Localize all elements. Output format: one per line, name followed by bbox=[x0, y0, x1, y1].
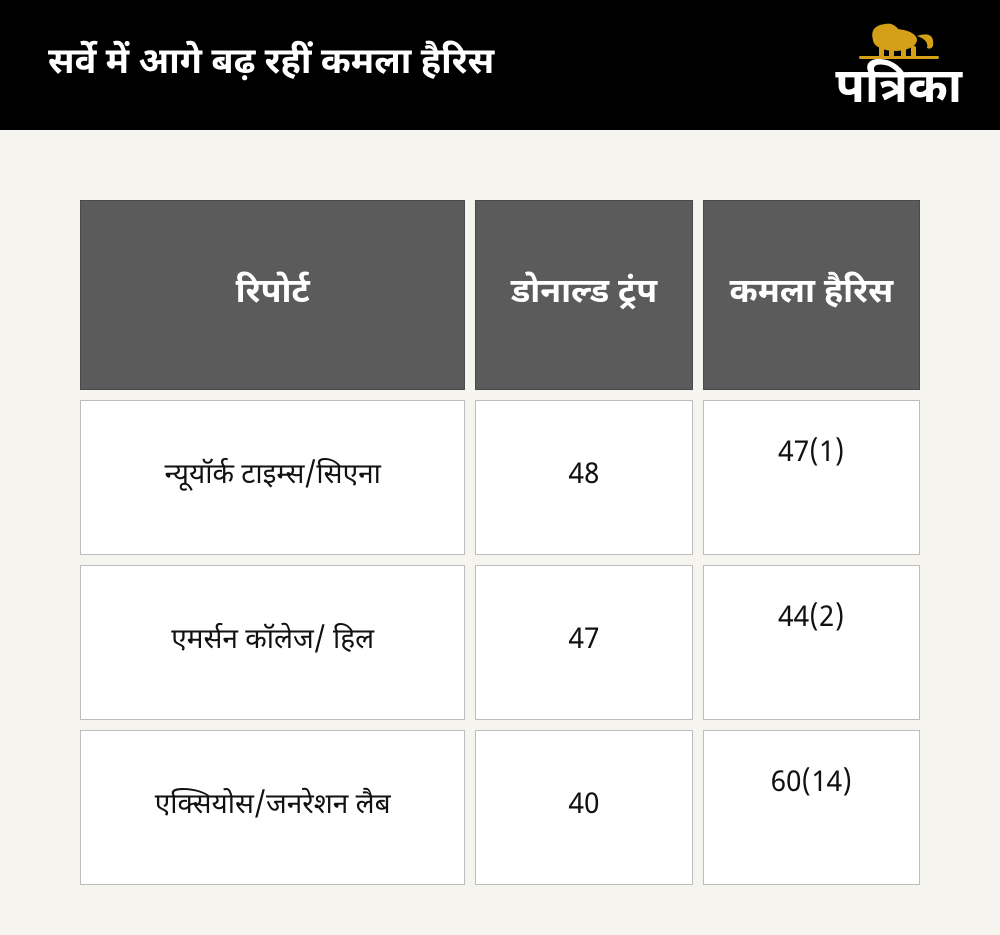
content-area: रिपोर्ट डोनाल्ड ट्रंप कमला हैरिस न्यूयॉर… bbox=[0, 130, 1000, 935]
publisher-logo: पत्रिका bbox=[835, 16, 962, 115]
cell-report: न्यूयॉर्क टाइम्स/सिएना bbox=[80, 400, 465, 555]
table-row: एक्सियोस/जनरेशन लैब 40 60(14) bbox=[80, 730, 920, 885]
cell-trump: 40 bbox=[475, 730, 692, 885]
headline: सर्वे में आगे बढ़ रहीं कमला हैरिस bbox=[48, 42, 494, 89]
col-header-trump: डोनाल्ड ट्रंप bbox=[475, 200, 692, 390]
table-row: एमर्सन कॉलेज/ हिल 47 44(2) bbox=[80, 565, 920, 720]
cell-harris: 44(2) bbox=[703, 565, 920, 720]
publisher-name: पत्रिका bbox=[835, 67, 962, 115]
cell-trump: 47 bbox=[475, 565, 692, 720]
col-header-harris: कमला हैरिस bbox=[703, 200, 920, 390]
cell-harris: 47(1) bbox=[703, 400, 920, 555]
col-header-report: रिपोर्ट bbox=[80, 200, 465, 390]
cell-report: एमर्सन कॉलेज/ हिल bbox=[80, 565, 465, 720]
table-row: न्यूयॉर्क टाइम्स/सिएना 48 47(1) bbox=[80, 400, 920, 555]
header-bar: सर्वे में आगे बढ़ रहीं कमला हैरिस पत्रिक… bbox=[0, 0, 1000, 130]
cell-trump: 48 bbox=[475, 400, 692, 555]
poll-table: रिपोर्ट डोनाल्ड ट्रंप कमला हैरिस न्यूयॉर… bbox=[70, 190, 930, 895]
cell-harris: 60(14) bbox=[703, 730, 920, 885]
table-header-row: रिपोर्ट डोनाल्ड ट्रंप कमला हैरिस bbox=[80, 200, 920, 390]
cell-report: एक्सियोस/जनरेशन लैब bbox=[80, 730, 465, 885]
